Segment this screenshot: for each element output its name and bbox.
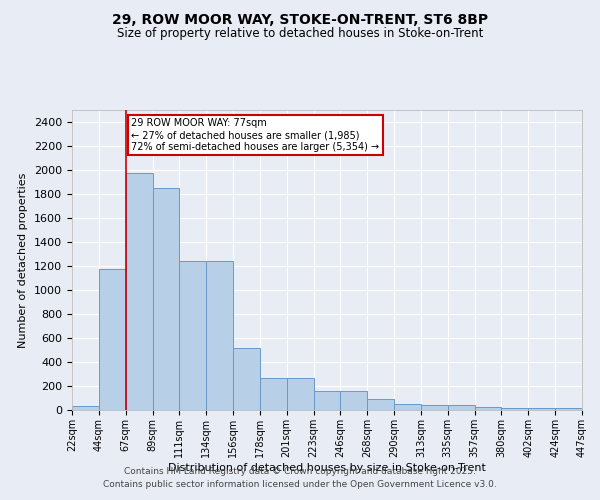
Bar — [72, 406, 99, 410]
Bar — [179, 261, 206, 410]
Bar — [125, 173, 152, 410]
Bar — [394, 404, 421, 410]
Bar — [206, 261, 233, 410]
Bar — [260, 378, 287, 410]
Text: 29, ROW MOOR WAY, STOKE-ON-TRENT, ST6 8BP: 29, ROW MOOR WAY, STOKE-ON-TRENT, ST6 8B… — [112, 12, 488, 26]
Bar — [287, 378, 314, 410]
Text: Contains public sector information licensed under the Open Government Licence v3: Contains public sector information licen… — [103, 480, 497, 489]
Bar — [448, 405, 475, 410]
Bar — [475, 407, 502, 410]
X-axis label: Distribution of detached houses by size in Stoke-on-Trent: Distribution of detached houses by size … — [168, 462, 486, 472]
Bar — [421, 404, 448, 410]
Bar — [233, 348, 260, 410]
Bar — [367, 399, 394, 410]
Y-axis label: Number of detached properties: Number of detached properties — [19, 172, 28, 348]
Bar — [152, 188, 179, 410]
Bar — [529, 408, 555, 410]
Bar — [502, 408, 529, 410]
Bar — [555, 408, 582, 410]
Text: Size of property relative to detached houses in Stoke-on-Trent: Size of property relative to detached ho… — [117, 28, 483, 40]
Bar — [99, 269, 125, 410]
Text: 29 ROW MOOR WAY: 77sqm
← 27% of detached houses are smaller (1,985)
72% of semi-: 29 ROW MOOR WAY: 77sqm ← 27% of detached… — [131, 118, 379, 152]
Bar — [340, 392, 367, 410]
Bar — [314, 392, 340, 410]
Text: Contains HM Land Registry data © Crown copyright and database right 2025.: Contains HM Land Registry data © Crown c… — [124, 467, 476, 476]
